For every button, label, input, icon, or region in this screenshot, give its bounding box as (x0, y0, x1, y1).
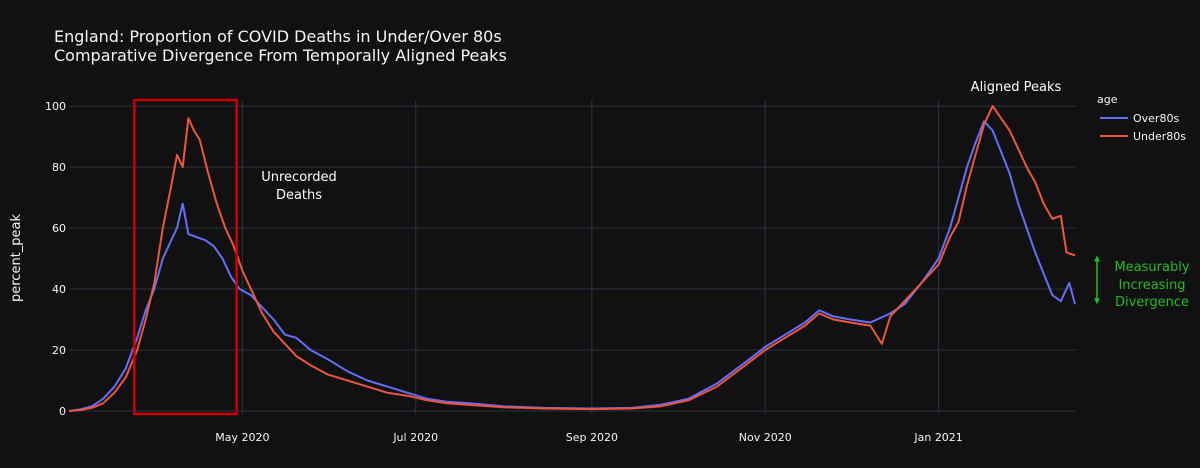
x-tick-label: Jan 2021 (913, 431, 962, 444)
annotation-divergence-line2: Increasing (1118, 278, 1185, 293)
divergence-arrowhead-bottom (1094, 298, 1100, 305)
annotation-unrecorded-line1: Unrecorded (261, 170, 337, 185)
x-tick-label: Jul 2020 (392, 431, 438, 444)
x-tick-label: May 2020 (215, 431, 269, 444)
divergence-arrowhead-top (1094, 255, 1100, 262)
y-tick-labels: 0 20 40 60 80 100 (45, 100, 66, 418)
y-axis-title: percent_peak (9, 214, 24, 303)
series-layer (68, 105, 1076, 412)
annotation-layer (133, 98, 1100, 416)
y-tick-label: 80 (52, 161, 66, 174)
unrecorded-highlight-box (133, 98, 238, 416)
legend-label-over80s[interactable]: Over80s (1133, 112, 1179, 125)
y-tick-label: 40 (52, 283, 66, 296)
legend-title: age (1097, 93, 1118, 106)
x-tick-label: Nov 2020 (739, 431, 792, 444)
x-tick-labels: May 2020 Jul 2020 Sep 2020 Nov 2020 Jan 2021 (215, 431, 963, 444)
legend-label-under80s[interactable]: Under80s (1133, 130, 1186, 143)
series-line-under80s[interactable] (68, 105, 1076, 412)
annotation-aligned-peaks: Aligned Peaks (971, 80, 1062, 95)
x-tick-label: Sep 2020 (566, 431, 618, 444)
legend: age Over80s Under80s (1097, 93, 1186, 143)
chart-title: England: Proportion of COVID Deaths in U… (54, 27, 502, 46)
annotation-unrecorded-line2: Deaths (276, 188, 322, 203)
y-tick-label: 0 (59, 405, 66, 418)
annotation-divergence-line3: Divergence (1115, 295, 1189, 310)
y-tick-label: 100 (45, 100, 66, 113)
y-tick-label: 20 (52, 344, 66, 357)
chart-subtitle: Comparative Divergence From Temporally A… (54, 46, 507, 65)
annotation-divergence-line1: Measurably (1114, 260, 1189, 275)
y-tick-label: 60 (52, 222, 66, 235)
